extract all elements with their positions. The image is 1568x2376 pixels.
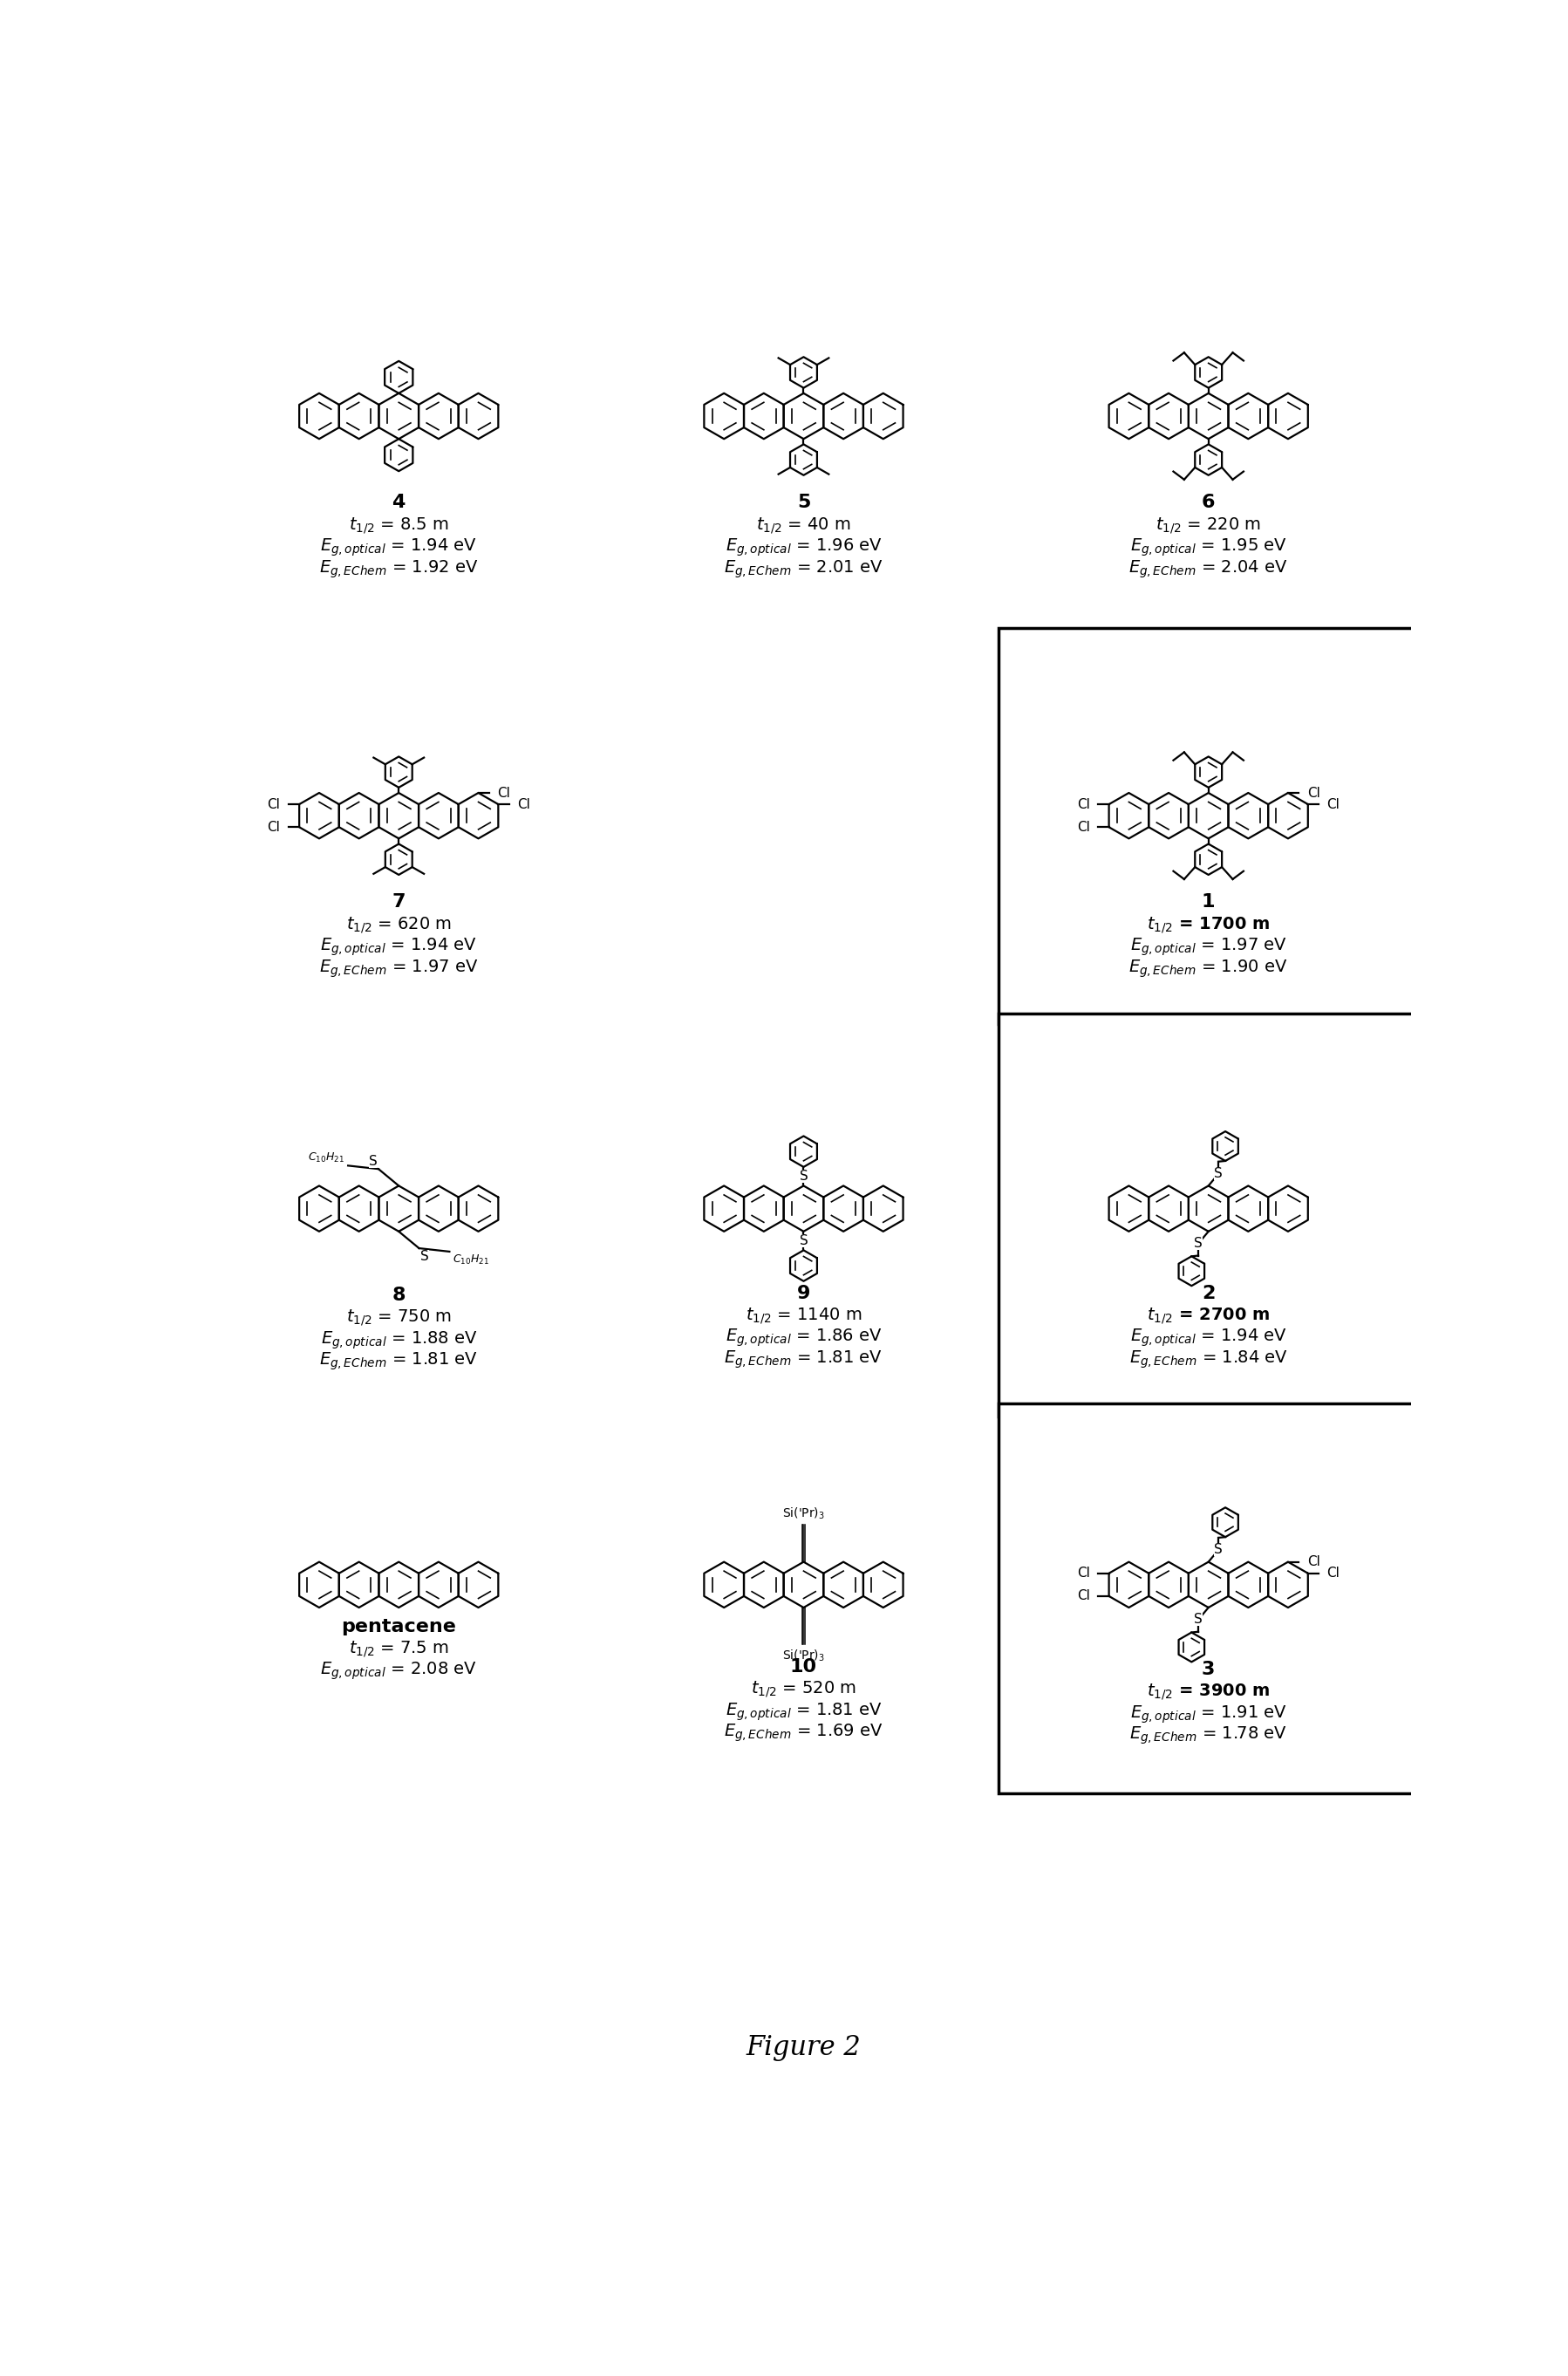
- Text: $E_{g,optical}$ = 1.94 eV: $E_{g,optical}$ = 1.94 eV: [320, 936, 477, 958]
- Text: Cl: Cl: [1077, 1566, 1090, 1580]
- Text: $E_{g,EChem}$ = 2.04 eV: $E_{g,EChem}$ = 2.04 eV: [1129, 558, 1287, 580]
- Text: $t_{1/2}$ = 8.5 m: $t_{1/2}$ = 8.5 m: [348, 516, 448, 535]
- Text: Cl: Cl: [268, 820, 281, 834]
- Text: $t_{1/2}$ = 3900 m: $t_{1/2}$ = 3900 m: [1146, 1682, 1270, 1701]
- Text: S: S: [420, 1250, 430, 1262]
- Text: 3: 3: [1201, 1661, 1215, 1677]
- Text: $E_{g,EChem}$ = 2.01 eV: $E_{g,EChem}$ = 2.01 eV: [724, 558, 883, 580]
- Text: Cl: Cl: [1077, 798, 1090, 810]
- Text: $E_{g,EChem}$ = 1.92 eV: $E_{g,EChem}$ = 1.92 eV: [320, 558, 478, 580]
- Text: Cl: Cl: [517, 798, 530, 810]
- Text: Cl: Cl: [1327, 1566, 1339, 1580]
- Text: $E_{g,EChem}$ = 1.81 eV: $E_{g,EChem}$ = 1.81 eV: [724, 1350, 883, 1371]
- Text: Si('Pr)$_3$: Si('Pr)$_3$: [782, 1506, 825, 1521]
- Text: 5: 5: [797, 494, 811, 511]
- Text: $E_{g,EChem}$ = 1.78 eV: $E_{g,EChem}$ = 1.78 eV: [1129, 1725, 1287, 1746]
- Text: $E_{g,optical}$ = 1.88 eV: $E_{g,optical}$ = 1.88 eV: [320, 1331, 477, 1352]
- Text: $E_{g,EChem}$ = 1.69 eV: $E_{g,EChem}$ = 1.69 eV: [724, 1723, 883, 1744]
- Text: $t_{1/2}$ = 750 m: $t_{1/2}$ = 750 m: [347, 1309, 452, 1328]
- Text: $t_{1/2}$ = 1700 m: $t_{1/2}$ = 1700 m: [1146, 915, 1270, 936]
- Text: 7: 7: [392, 893, 406, 910]
- Text: 1: 1: [1201, 893, 1215, 910]
- Text: 4: 4: [392, 494, 406, 511]
- Text: Figure 2: Figure 2: [746, 2034, 861, 2060]
- Text: $E_{g,optical}$ = 1.97 eV: $E_{g,optical}$ = 1.97 eV: [1131, 936, 1287, 958]
- Text: $C_{10}H_{21}$: $C_{10}H_{21}$: [453, 1252, 489, 1266]
- Text: $E_{g,EChem}$ = 1.90 eV: $E_{g,EChem}$ = 1.90 eV: [1129, 958, 1287, 979]
- Text: Cl: Cl: [1308, 1556, 1320, 1568]
- Text: $E_{g,optical}$ = 1.94 eV: $E_{g,optical}$ = 1.94 eV: [1131, 1328, 1287, 1350]
- Text: $E_{g,optical}$ = 1.95 eV: $E_{g,optical}$ = 1.95 eV: [1131, 537, 1287, 558]
- Text: S: S: [1214, 1167, 1223, 1181]
- Text: pentacene: pentacene: [342, 1618, 456, 1635]
- Text: S: S: [1195, 1613, 1203, 1625]
- Text: $E_{g,EChem}$ = 1.84 eV: $E_{g,EChem}$ = 1.84 eV: [1129, 1350, 1287, 1371]
- Text: $E_{g,EChem}$ = 1.97 eV: $E_{g,EChem}$ = 1.97 eV: [320, 958, 478, 979]
- Text: $E_{g,optical}$ = 1.81 eV: $E_{g,optical}$ = 1.81 eV: [726, 1701, 881, 1723]
- Text: Cl: Cl: [268, 798, 281, 810]
- Text: $t_{1/2}$ = 7.5 m: $t_{1/2}$ = 7.5 m: [348, 1639, 448, 1658]
- Text: $t_{1/2}$ = 220 m: $t_{1/2}$ = 220 m: [1156, 516, 1261, 535]
- Text: S: S: [1195, 1238, 1203, 1250]
- Text: $E_{g,optical}$ = 1.86 eV: $E_{g,optical}$ = 1.86 eV: [726, 1328, 881, 1350]
- Text: $E_{g,optical}$ = 1.94 eV: $E_{g,optical}$ = 1.94 eV: [320, 537, 477, 558]
- Bar: [999, 627, 1417, 1024]
- Text: S: S: [1214, 1544, 1223, 1556]
- Text: 6: 6: [1201, 494, 1215, 511]
- Text: $E_{g,optical}$ = 1.96 eV: $E_{g,optical}$ = 1.96 eV: [724, 537, 883, 558]
- Bar: [999, 1404, 1417, 1794]
- Text: $t_{1/2}$ = 520 m: $t_{1/2}$ = 520 m: [751, 1680, 856, 1699]
- Text: S: S: [800, 1233, 808, 1247]
- Text: $E_{g,optical}$ = 2.08 eV: $E_{g,optical}$ = 2.08 eV: [320, 1661, 477, 1682]
- Text: 9: 9: [797, 1285, 811, 1302]
- Text: Cl: Cl: [1077, 820, 1090, 834]
- Text: Cl: Cl: [497, 786, 510, 798]
- Text: 8: 8: [392, 1285, 406, 1304]
- Text: S: S: [368, 1155, 378, 1167]
- Text: $E_{g,EChem}$ = 1.81 eV: $E_{g,EChem}$ = 1.81 eV: [320, 1352, 478, 1373]
- Text: $t_{1/2}$ = 40 m: $t_{1/2}$ = 40 m: [756, 516, 851, 535]
- Text: $C_{10}H_{21}$: $C_{10}H_{21}$: [309, 1150, 345, 1164]
- Bar: [999, 1015, 1417, 1416]
- Text: Cl: Cl: [1308, 786, 1320, 798]
- Text: $t_{1/2}$ = 2700 m: $t_{1/2}$ = 2700 m: [1146, 1307, 1270, 1326]
- Text: Cl: Cl: [1327, 798, 1339, 810]
- Text: 10: 10: [790, 1658, 817, 1675]
- Text: $t_{1/2}$ = 1140 m: $t_{1/2}$ = 1140 m: [745, 1307, 862, 1326]
- Text: Cl: Cl: [1077, 1590, 1090, 1604]
- Text: S: S: [800, 1169, 808, 1183]
- Text: $E_{g,optical}$ = 1.91 eV: $E_{g,optical}$ = 1.91 eV: [1131, 1704, 1287, 1725]
- Text: Si('Pr)$_3$: Si('Pr)$_3$: [782, 1649, 825, 1663]
- Text: 2: 2: [1201, 1285, 1215, 1302]
- Text: $t_{1/2}$ = 620 m: $t_{1/2}$ = 620 m: [347, 915, 452, 936]
